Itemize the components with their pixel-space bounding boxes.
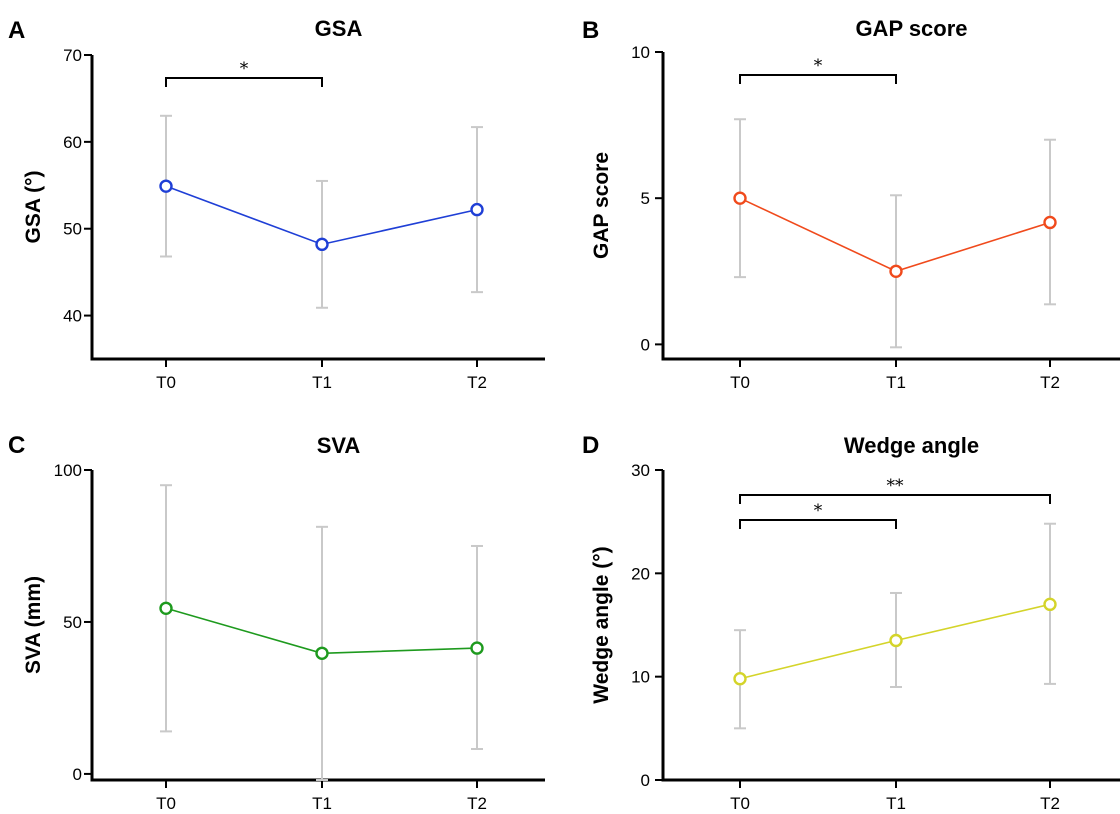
panel-letter: D xyxy=(582,432,599,459)
x-tick-label: T0 xyxy=(156,373,176,392)
x-tick-label: T2 xyxy=(467,794,487,813)
panel-title: GSA xyxy=(315,16,363,41)
y-tick-label: 70 xyxy=(63,46,82,65)
panel-title: GAP score xyxy=(855,16,967,41)
significance-bracket xyxy=(739,519,897,529)
data-point xyxy=(889,264,903,278)
y-tick-label: 50 xyxy=(63,220,82,239)
panel-title: Wedge angle xyxy=(844,433,979,458)
significance-label: ** xyxy=(887,476,905,496)
x-tick-label: T2 xyxy=(1040,373,1060,392)
x-tick-label: T1 xyxy=(886,794,906,813)
panel-a: A GSA GSA (°) 40 50 60 70 T0 T1 T2 * xyxy=(8,16,545,392)
data-point xyxy=(159,179,173,193)
data-point xyxy=(470,641,484,655)
y-tick-label: 100 xyxy=(54,461,82,480)
significance-label: * xyxy=(814,501,823,521)
panel-letter: A xyxy=(8,17,25,44)
axis-lines xyxy=(90,55,545,361)
y-tick-label: 5 xyxy=(641,189,650,208)
significance-bracket xyxy=(165,77,323,87)
x-tick-label: T1 xyxy=(312,373,332,392)
data-point xyxy=(889,633,903,648)
panel-title: SVA xyxy=(317,433,361,458)
significance-bracket xyxy=(739,494,1051,504)
axis-lines xyxy=(661,470,1120,782)
significance-label: * xyxy=(814,56,823,76)
x-tick-label: T1 xyxy=(312,794,332,813)
y-tick-label: 0 xyxy=(641,771,650,790)
data-point xyxy=(159,601,173,615)
x-tick-label: T1 xyxy=(886,373,906,392)
y-axis-label: GSA (°) xyxy=(22,171,45,244)
x-tick-label: T0 xyxy=(730,794,750,813)
significance-bracket xyxy=(739,74,897,84)
y-tick-label: 60 xyxy=(63,133,82,152)
data-point xyxy=(315,237,329,252)
y-tick-label: 10 xyxy=(631,668,650,687)
panel-b: B GAP score GAP score 0 5 10 T0 T1 T2 * xyxy=(582,16,1120,392)
data-point xyxy=(1043,215,1057,230)
panel-c: C SVA SVA (mm) 0 50 100 T0 T1 T2 xyxy=(8,432,545,813)
x-tick-label: T0 xyxy=(730,373,750,392)
x-tick-label: T2 xyxy=(467,373,487,392)
data-point xyxy=(1043,597,1057,612)
y-axis-label: Wedge angle (°) xyxy=(590,546,613,703)
significance-label: * xyxy=(240,59,249,79)
data-point xyxy=(733,672,747,686)
panel-letter: B xyxy=(582,17,599,44)
y-tick-label: 0 xyxy=(73,765,82,784)
axis-lines xyxy=(90,470,545,782)
y-axis-label: GAP score xyxy=(590,152,613,259)
x-tick-label: T0 xyxy=(156,794,176,813)
y-tick-label: 50 xyxy=(63,613,82,632)
y-tick-label: 10 xyxy=(631,43,650,62)
data-point xyxy=(315,646,329,660)
x-tick-label: T2 xyxy=(1040,794,1060,813)
y-tick-label: 0 xyxy=(641,335,650,354)
y-tick-label: 20 xyxy=(631,564,650,583)
panel-letter: C xyxy=(8,432,25,459)
data-point xyxy=(470,202,484,217)
data-point xyxy=(733,191,747,205)
y-tick-label: 40 xyxy=(63,307,82,326)
panel-d: D Wedge angle Wedge angle (°) 0 10 20 30 T0 T1 T2… xyxy=(582,432,1120,813)
axis-lines xyxy=(661,52,1120,361)
y-tick-label: 30 xyxy=(631,461,650,480)
y-axis-label: SVA (mm) xyxy=(22,576,45,674)
